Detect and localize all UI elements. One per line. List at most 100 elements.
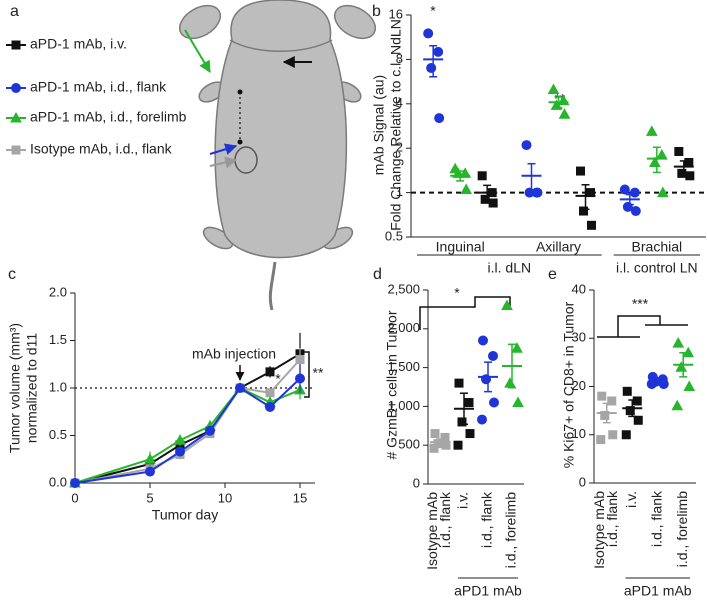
data-point bbox=[478, 335, 488, 346]
x-tick-label: 5 bbox=[146, 490, 153, 505]
data-point bbox=[265, 402, 275, 412]
data-point bbox=[488, 198, 498, 208]
y-tick-label: 0.5 bbox=[49, 427, 67, 442]
y-tick-label: 30 bbox=[572, 330, 586, 345]
y-tick-label: 1 bbox=[396, 184, 403, 199]
data-point bbox=[671, 399, 684, 411]
data-point bbox=[175, 446, 185, 457]
data-point bbox=[633, 415, 643, 425]
x-tick-label: Isotype mAb bbox=[591, 491, 607, 569]
data-point bbox=[608, 430, 618, 440]
significance-label: * bbox=[430, 3, 436, 19]
data-point bbox=[457, 417, 467, 427]
x-tick-label: Inguinal bbox=[436, 239, 485, 255]
series-line bbox=[74, 386, 301, 484]
y-tick-label: 2.0 bbox=[49, 284, 67, 299]
y-tick-label: 0 bbox=[413, 475, 420, 490]
data-point bbox=[477, 414, 487, 425]
data-point bbox=[597, 391, 607, 401]
data-point bbox=[70, 478, 80, 488]
y-tick-label: 1,500 bbox=[387, 359, 420, 374]
y-tick-label: 40 bbox=[572, 281, 586, 296]
data-point bbox=[656, 186, 669, 198]
data-point bbox=[426, 62, 437, 73]
data-point bbox=[532, 187, 543, 198]
data-point bbox=[480, 194, 490, 204]
y-tick-label: 2,000 bbox=[387, 320, 420, 335]
data-point bbox=[625, 406, 635, 416]
x-tick-label: i.d., flank bbox=[648, 490, 664, 547]
y-tick-label: 500 bbox=[398, 437, 420, 452]
y-axis-label: mAb Signal (au) bbox=[371, 75, 387, 175]
data-point bbox=[205, 425, 215, 436]
data-point bbox=[672, 337, 685, 348]
data-point bbox=[433, 46, 444, 57]
significance-label: * bbox=[454, 285, 460, 301]
y-tick-label: 10 bbox=[572, 426, 586, 441]
x-tick-label: 10 bbox=[218, 490, 232, 505]
x-tick-label: 15 bbox=[293, 490, 307, 505]
x-tick-label: 0 bbox=[71, 490, 78, 505]
y-axis-label: Fold Change Relative to c.l. NdLN bbox=[388, 19, 404, 231]
data-point bbox=[423, 28, 434, 39]
data-point bbox=[521, 140, 532, 151]
x-tick-label: Isotype mAb bbox=[424, 492, 440, 570]
y-tick-label: 1.5 bbox=[49, 332, 67, 347]
data-point bbox=[600, 410, 610, 420]
data-point bbox=[629, 187, 640, 198]
data-point bbox=[144, 453, 156, 464]
group-label: aPD1 mAb bbox=[624, 583, 692, 599]
x-tick-label: i.d., flank bbox=[437, 491, 453, 548]
y-tick-label: 0.0 bbox=[49, 474, 67, 489]
legend-marker bbox=[11, 145, 21, 155]
group-label: i.l. control LN bbox=[616, 260, 698, 276]
y-tick-label: 4 bbox=[396, 95, 403, 110]
data-point bbox=[655, 148, 668, 160]
y-axis-label: normalized to d11 bbox=[24, 333, 40, 443]
data-point bbox=[265, 388, 275, 398]
data-point bbox=[501, 299, 513, 311]
data-point bbox=[453, 440, 463, 450]
x-tick-label: i.d., forelimb bbox=[503, 492, 519, 568]
data-point bbox=[434, 113, 445, 124]
x-tick-label: i.v. bbox=[623, 491, 639, 508]
y-tick-label: 0.5 bbox=[385, 228, 403, 243]
data-point bbox=[684, 157, 694, 167]
x-tick-label: i.v. bbox=[455, 492, 471, 509]
significance-label: ** bbox=[555, 91, 566, 107]
y-tick-label: 16 bbox=[389, 6, 403, 21]
data-point bbox=[454, 378, 464, 388]
y-tick-label: 1.0 bbox=[49, 379, 67, 394]
x-tick-label: i.d., forelimb bbox=[674, 491, 690, 567]
significance-label: *** bbox=[632, 296, 649, 312]
data-point bbox=[558, 108, 571, 119]
y-tick-label: 8 bbox=[396, 51, 403, 66]
data-point bbox=[587, 220, 596, 230]
significance-bracket bbox=[304, 351, 310, 398]
data-point bbox=[429, 443, 439, 453]
group-label: aPD1 mAb bbox=[454, 583, 522, 599]
significance-bracket bbox=[419, 296, 511, 330]
data-point bbox=[477, 171, 487, 181]
y-tick-label: 20 bbox=[572, 378, 586, 393]
x-axis-label: Tumor day bbox=[152, 507, 218, 523]
panel-label: b bbox=[372, 3, 381, 20]
y-tick-label: 1,000 bbox=[387, 398, 420, 413]
data-point bbox=[632, 396, 642, 406]
significance-label: ** bbox=[313, 365, 324, 381]
data-point bbox=[488, 350, 498, 361]
data-point bbox=[295, 373, 305, 384]
data-point bbox=[685, 171, 695, 181]
data-point bbox=[430, 429, 440, 439]
legend-marker bbox=[11, 40, 21, 50]
legend-marker bbox=[11, 83, 21, 93]
y-tick-label: 0 bbox=[579, 474, 586, 489]
y-axis-label: % Ki67+ of CD8+ in Tumor bbox=[561, 301, 577, 468]
data-point bbox=[511, 342, 523, 353]
data-point bbox=[145, 466, 155, 477]
data-point bbox=[489, 397, 499, 408]
data-point bbox=[675, 361, 688, 372]
y-tick-label: 2,500 bbox=[387, 281, 420, 296]
